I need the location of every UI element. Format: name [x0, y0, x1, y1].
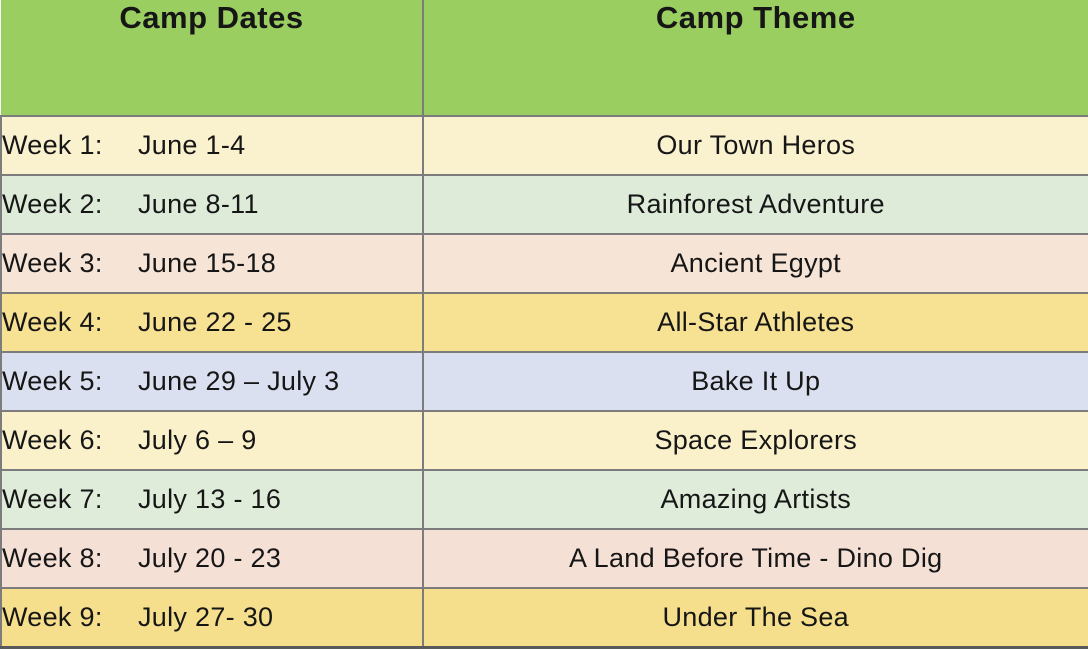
camp-dates-cell: Week 7: July 13 - 16: [0, 469, 424, 530]
table-row: Week 7: July 13 - 16 Amazing Artists: [0, 469, 1088, 530]
date-range: June 8-11: [138, 189, 259, 219]
date-range: July 20 - 23: [138, 543, 282, 573]
camp-dates-cell: Week 3: June 15-18: [0, 233, 424, 294]
week-label: Week 6:: [2, 425, 103, 455]
table-row: Week 6: July 6 – 9 Space Explorers: [0, 410, 1088, 471]
week-label: Week 4:: [2, 307, 103, 337]
camp-dates-cell: Week 8: July 20 - 23: [0, 528, 424, 589]
camp-theme-cell: Our Town Heros: [422, 115, 1088, 176]
date-range: June 1-4: [138, 130, 246, 160]
date-range: July 27- 30: [138, 602, 274, 632]
date-range: June 29 – July 3: [138, 366, 340, 396]
table-row: Week 8: July 20 - 23 A Land Before Time -…: [0, 528, 1088, 589]
camp-dates-cell: Week 2: June 8-11: [0, 174, 424, 235]
camp-theme-cell: All-Star Athletes: [422, 292, 1088, 353]
camp-theme-cell: Under The Sea: [422, 587, 1088, 649]
camp-theme-cell: Space Explorers: [422, 410, 1088, 471]
week-label: Week 9:: [2, 602, 103, 632]
week-label: Week 8:: [2, 543, 103, 573]
week-label: Week 1:: [2, 130, 103, 160]
date-range: June 22 - 25: [138, 307, 292, 337]
camp-theme-cell: Ancient Egypt: [422, 233, 1088, 294]
header-camp-dates: Camp Dates: [1, 0, 424, 117]
camp-dates-cell: Week 4: June 22 - 25: [0, 292, 424, 353]
header-row: Camp Dates Camp Theme: [1, 0, 1088, 117]
table-row: Week 3: June 15-18 Ancient Egypt: [0, 233, 1088, 294]
camp-dates-cell: Week 6: July 6 – 9: [0, 410, 424, 471]
table-row: Week 5: June 29 – July 3 Bake It Up: [0, 351, 1088, 412]
camp-dates-cell: Week 9: July 27- 30: [0, 587, 424, 649]
camp-theme-cell: Rainforest Adventure: [422, 174, 1088, 235]
camp-dates-cell: Week 1: June 1-4: [0, 115, 424, 176]
week-label: Week 3:: [2, 248, 103, 278]
header-camp-theme: Camp Theme: [422, 0, 1088, 117]
camp-dates-cell: Week 5: June 29 – July 3: [0, 351, 424, 412]
date-range: June 15-18: [138, 248, 277, 278]
table-row: Week 4: June 22 - 25 All-Star Athletes: [0, 292, 1088, 353]
camp-theme-cell: Bake It Up: [422, 351, 1088, 412]
camp-theme-cell: A Land Before Time - Dino Dig: [422, 528, 1088, 589]
date-range: July 13 - 16: [138, 484, 282, 514]
camp-theme-cell: Amazing Artists: [422, 469, 1088, 530]
week-label: Week 5:: [2, 366, 103, 396]
table-row: Week 2: June 8-11 Rainforest Adventure: [0, 174, 1088, 235]
date-range: July 6 – 9: [138, 425, 257, 455]
week-label: Week 2:: [2, 189, 103, 219]
week-label: Week 7:: [2, 484, 103, 514]
table-row: Week 1: June 1-4 Our Town Heros: [0, 115, 1088, 176]
table-row: Week 9: July 27- 30 Under The Sea: [0, 587, 1088, 649]
